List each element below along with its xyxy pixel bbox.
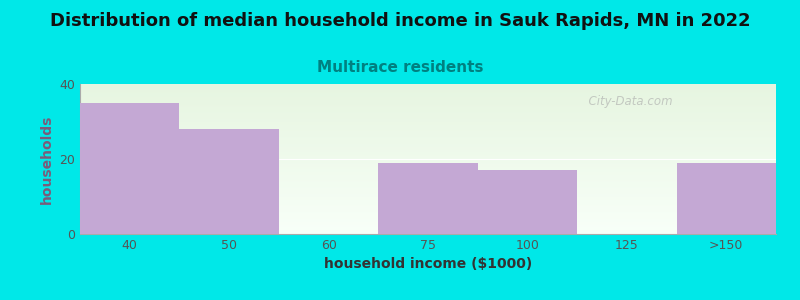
- Text: Distribution of median household income in Sauk Rapids, MN in 2022: Distribution of median household income …: [50, 12, 750, 30]
- Bar: [80, 103, 179, 234]
- Bar: [478, 170, 577, 234]
- Bar: [179, 129, 279, 234]
- Text: Multirace residents: Multirace residents: [317, 60, 483, 75]
- Text: City-Data.com: City-Data.com: [581, 94, 673, 107]
- X-axis label: household income ($1000): household income ($1000): [324, 257, 532, 272]
- Y-axis label: households: households: [40, 114, 54, 204]
- Bar: [677, 163, 776, 234]
- Bar: [378, 163, 478, 234]
